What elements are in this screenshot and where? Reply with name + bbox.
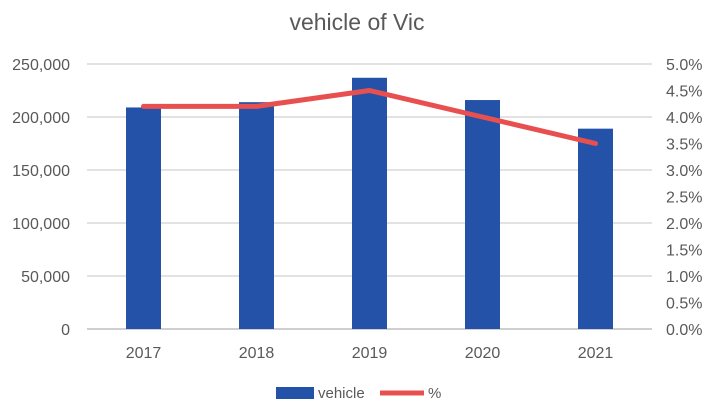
left-tick-label: 200,000 bbox=[12, 110, 70, 127]
x-tick-label: 2020 bbox=[465, 345, 501, 362]
right-tick-label: 4.0% bbox=[666, 110, 702, 127]
x-tick-label: 2018 bbox=[239, 345, 275, 362]
right-tick-label: 1.5% bbox=[666, 243, 702, 260]
bar-2017 bbox=[126, 107, 161, 330]
right-tick-label: 0.5% bbox=[666, 296, 702, 313]
right-tick-label: 3.0% bbox=[666, 163, 702, 180]
left-tick-label: 100,000 bbox=[12, 216, 70, 233]
bar-2021 bbox=[578, 128, 613, 329]
right-tick-label: 4.5% bbox=[666, 84, 702, 101]
legend-label-percent: % bbox=[428, 385, 441, 402]
right-tick-label: 0.0% bbox=[666, 322, 702, 339]
left-tick-label: 50,000 bbox=[21, 269, 70, 286]
chart-title: vehicle of Vic bbox=[289, 9, 424, 35]
bar-2019 bbox=[352, 77, 387, 329]
x-tick-label: 2019 bbox=[352, 345, 388, 362]
x-tick-label: 2021 bbox=[578, 345, 614, 362]
right-tick-label: 5.0% bbox=[666, 57, 702, 74]
right-tick-label: 3.5% bbox=[666, 137, 702, 154]
x-tick-label: 2017 bbox=[126, 345, 162, 362]
legend-swatch-vehicle bbox=[276, 387, 314, 399]
bar-2020 bbox=[465, 100, 500, 329]
left-tick-label: 250,000 bbox=[12, 57, 70, 74]
left-tick-label: 0 bbox=[61, 322, 70, 339]
legend-label-vehicle: vehicle bbox=[318, 385, 365, 402]
right-tick-label: 2.5% bbox=[666, 190, 702, 207]
bar-2018 bbox=[239, 102, 274, 329]
left-tick-label: 150,000 bbox=[12, 163, 70, 180]
right-tick-label: 2.0% bbox=[666, 216, 702, 233]
right-tick-label: 1.0% bbox=[666, 269, 702, 286]
